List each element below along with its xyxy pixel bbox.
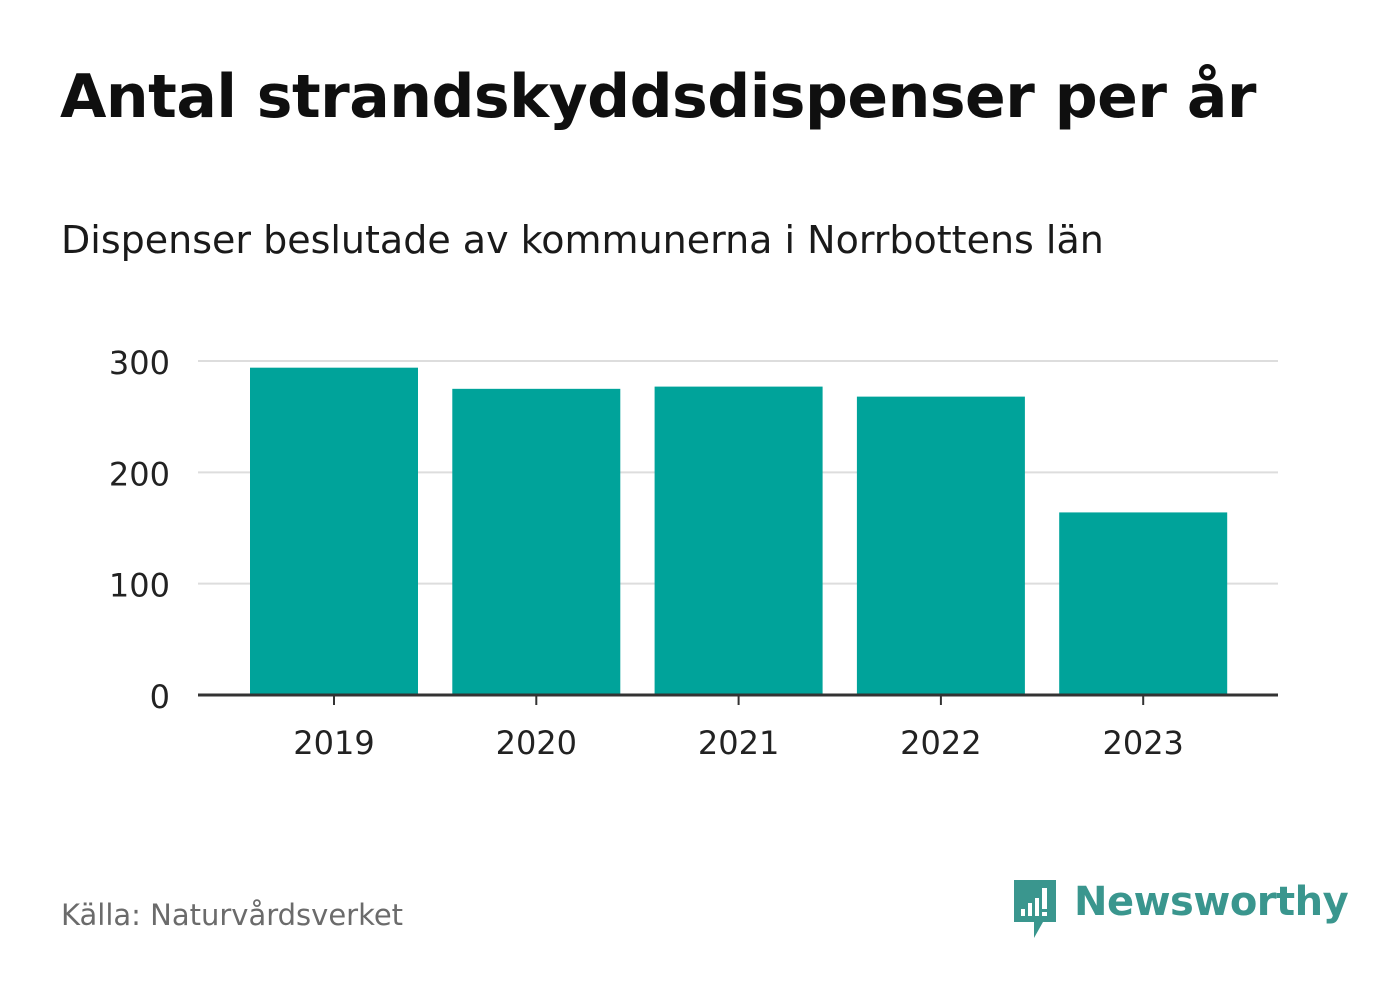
newsworthy-logo-icon <box>1014 880 1056 938</box>
chart-subtitle: Dispenser beslutade av kommunerna i Norr… <box>61 218 1104 262</box>
brand-name: Newsworthy <box>1074 879 1349 925</box>
x-tick-label: 2020 <box>496 724 577 762</box>
y-tick-label: 0 <box>150 678 170 716</box>
y-tick-label: 100 <box>109 567 170 605</box>
bar-2020 <box>452 388 621 695</box>
bar-2021 <box>654 386 823 695</box>
y-tick-label: 300 <box>109 344 170 382</box>
bar-2023 <box>1059 512 1228 695</box>
x-tick-label: 2021 <box>698 724 779 762</box>
x-tick-label: 2019 <box>293 724 374 762</box>
newsworthy-logo: Newsworthy <box>1010 876 1349 940</box>
bar-2022 <box>856 396 1025 695</box>
source-note: Källa: Naturvårdsverket <box>61 898 404 932</box>
y-tick-label: 200 <box>109 455 170 493</box>
x-tick-label: 2023 <box>1102 724 1183 762</box>
chart-title: Antal strandskyddsdispenser per år <box>60 62 1256 132</box>
bar-2019 <box>250 367 418 695</box>
x-tick-label: 2022 <box>900 724 981 762</box>
